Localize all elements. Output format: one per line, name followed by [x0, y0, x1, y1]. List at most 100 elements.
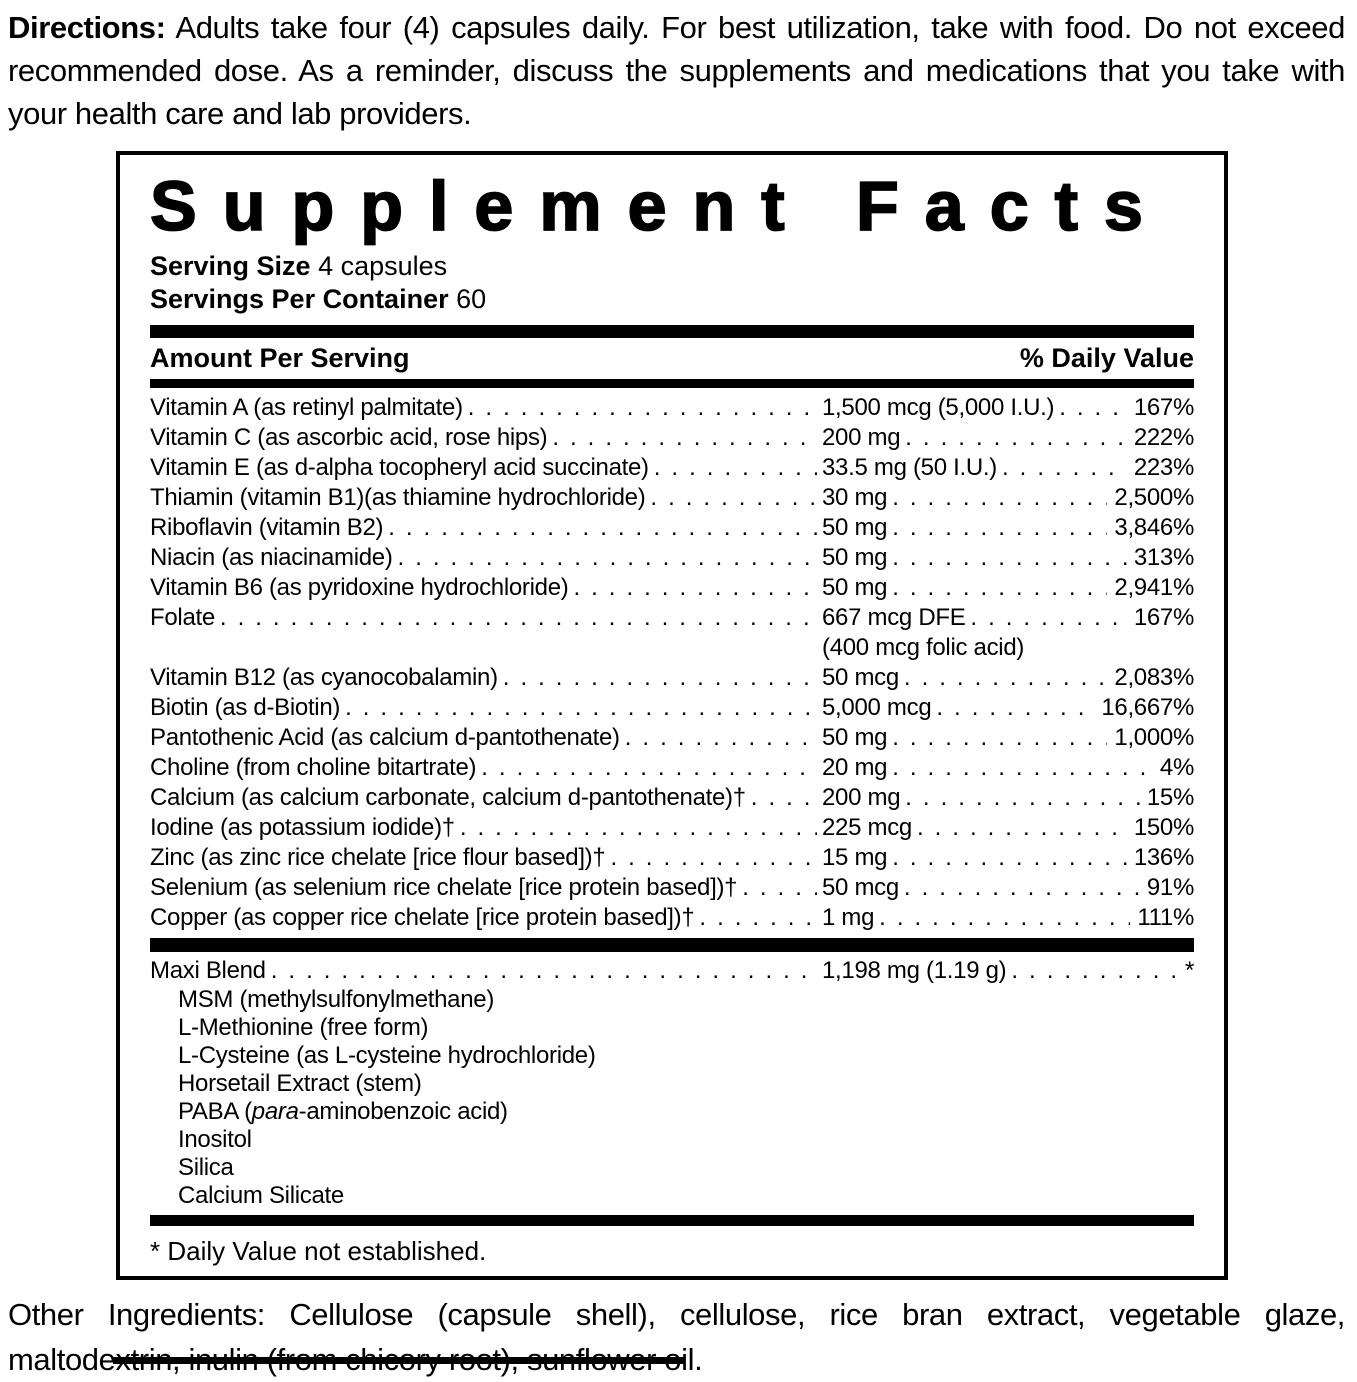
nutrient-daily-value: 313% — [1133, 544, 1194, 571]
other-ingredients-paragraph: Other Ingredients: Cellulose (capsule sh… — [8, 1292, 1345, 1382]
nutrient-amount: 1,198 mg (1.19 g) — [822, 957, 1007, 984]
blend-ingredient: Horsetail Extract (stem) — [178, 1070, 422, 1097]
nutrient-amount: 667 mcg DFE — [822, 604, 966, 631]
nutrient-name: Biotin (as d-Biotin) — [150, 694, 341, 721]
dot-leader — [904, 663, 1107, 693]
nutrient-value-cell: (400 mcg folic acid) — [822, 633, 1194, 663]
nutrient-daily-value: 2,500% — [1114, 484, 1194, 511]
nutrient-name-cell: Niacin (as niacinamide) — [150, 543, 822, 573]
nutrient-daily-value: 167% — [1133, 394, 1194, 421]
nutrient-daily-value: 1,000% — [1114, 724, 1194, 751]
servings-per-container-line: Servings Per Container 60 — [150, 283, 1194, 316]
nutrient-row: Choline (from choline bitartrate) 20 mg 4… — [150, 753, 1194, 783]
nutrient-name-cell: Vitamin A (as retinyl palmitate) — [150, 393, 822, 423]
nutrient-value-cell: 200 mg 222% — [822, 423, 1194, 453]
column-headers: Amount Per Serving % Daily Value — [150, 338, 1194, 379]
dot-leader — [879, 903, 1130, 933]
cropped-bottom-bar — [113, 1357, 685, 1364]
dot-leader — [905, 783, 1140, 813]
nutrient-subrow: (400 mcg folic acid) — [150, 633, 1194, 663]
nutrient-name-cell: Biotin (as d-Biotin) — [150, 693, 822, 723]
dot-leader — [699, 903, 817, 933]
nutrient-row: Maxi Blend 1,198 mg (1.19 g) * — [150, 956, 1194, 986]
nutrient-name: Vitamin C (as ascorbic acid, rose hips) — [150, 424, 548, 451]
nutrient-amount: 50 mg — [822, 574, 888, 601]
nutrient-value-cell: 200 mg 15% — [822, 783, 1194, 813]
nutrient-value-cell: 50 mg 3,846% — [822, 513, 1194, 543]
nutrient-row: Vitamin E (as d-alpha tocopheryl acid su… — [150, 453, 1194, 483]
dot-leader — [1059, 393, 1127, 423]
nutrient-name-cell: Pantothenic Acid (as calcium d-pantothen… — [150, 723, 822, 753]
dot-leader — [892, 513, 1107, 543]
nutrient-row: Thiamin (vitamin B1)(as thiamine hydroch… — [150, 483, 1194, 513]
dot-leader — [905, 423, 1127, 453]
nutrient-name-cell: Copper (as copper rice chelate [rice pro… — [150, 903, 822, 933]
dot-leader — [936, 693, 1094, 723]
directions-label: Directions: — [8, 10, 166, 45]
nutrient-name-cell: Vitamin B6 (as pyridoxine hydrochloride) — [150, 573, 822, 603]
nutrient-name-cell: Vitamin B12 (as cyanocobalamin) — [150, 663, 822, 693]
dot-leader — [610, 843, 817, 873]
nutrient-name: Pantothenic Acid (as calcium d-pantothen… — [150, 724, 620, 751]
dot-leader — [742, 873, 817, 903]
nutrient-name: Thiamin (vitamin B1)(as thiamine hydroch… — [150, 484, 646, 511]
italic-term: para — [251, 1098, 299, 1125]
nutrient-daily-value: 150% — [1133, 814, 1194, 841]
blend-ingredient: MSM (methylsulfonylmethane) — [178, 986, 495, 1013]
dot-leader — [573, 573, 817, 603]
dot-leader — [892, 843, 1127, 873]
nutrient-amount: 5,000 mcg — [822, 694, 932, 721]
dot-leader — [468, 393, 817, 423]
serving-info: Serving Size 4 capsules Servings Per Con… — [150, 250, 1194, 316]
nutrient-amount: 225 mcg — [822, 814, 912, 841]
dot-leader — [654, 453, 817, 483]
other-ingredients-label: Other Ingredients: — [8, 1297, 266, 1332]
nutrient-value-cell: 50 mg 313% — [822, 543, 1194, 573]
nutrient-name: Selenium (as selenium rice chelate [rice… — [150, 874, 738, 901]
nutrient-row: Niacin (as niacinamide) 50 mg 313% — [150, 543, 1194, 573]
nutrient-value-cell: 50 mg 1,000% — [822, 723, 1194, 753]
nutrient-row: Vitamin B12 (as cyanocobalamin) 50 mcg 2,… — [150, 663, 1194, 693]
blend-section: Maxi Blend 1,198 mg (1.19 g) * MSM (methy… — [150, 956, 1194, 1210]
blend-ingredient: Silica — [178, 1154, 234, 1181]
nutrient-value-cell: 1 mg 111% — [822, 903, 1194, 933]
servings-per-container-value: 60 — [456, 284, 487, 314]
nutrient-name: Vitamin E (as d-alpha tocopheryl acid su… — [150, 454, 649, 481]
separator-bar-thick — [150, 938, 1194, 952]
blend-ingredient: Inositol — [178, 1126, 252, 1153]
supplement-facts-title: Supplement Facts — [149, 167, 1169, 245]
nutrient-daily-value: 136% — [1133, 844, 1194, 871]
nutrient-row: Zinc (as zinc rice chelate [rice flour b… — [150, 843, 1194, 873]
nutrient-daily-value: 223% — [1133, 454, 1194, 481]
nutrient-name-cell: Folate — [150, 603, 822, 633]
nutrient-value-cell: 50 mcg 2,083% — [822, 663, 1194, 693]
nutrient-amount: 30 mg — [822, 484, 888, 511]
dot-leader — [1002, 453, 1127, 483]
dot-leader — [503, 663, 817, 693]
dot-leader — [481, 753, 817, 783]
directions-paragraph: Directions: Adults take four (4) capsule… — [8, 6, 1345, 135]
nutrient-amount: 15 mg — [822, 844, 888, 871]
dot-leader — [271, 956, 817, 986]
nutrient-name-cell: Zinc (as zinc rice chelate [rice flour b… — [150, 843, 822, 873]
nutrient-name-cell: Thiamin (vitamin B1)(as thiamine hydroch… — [150, 483, 822, 513]
nutrient-name-cell — [150, 633, 822, 663]
nutrient-value-cell: 225 mcg 150% — [822, 813, 1194, 843]
nutrient-row: Vitamin A (as retinyl palmitate) 1,500 m… — [150, 393, 1194, 423]
nutrient-value-cell: 15 mg 136% — [822, 843, 1194, 873]
nutrient-name-cell: Choline (from choline bitartrate) — [150, 753, 822, 783]
dot-leader — [345, 693, 817, 723]
nutrient-value-cell: 1,500 mcg (5,000 I.U.) 167% — [822, 393, 1194, 423]
dot-leader — [460, 813, 817, 843]
separator-bar-thin — [150, 379, 1194, 388]
nutrient-row: Pantothenic Acid (as calcium d-pantothen… — [150, 723, 1194, 753]
nutrient-amount: 50 mcg — [822, 664, 899, 691]
dot-leader — [892, 483, 1107, 513]
nutrient-value-cell: 50 mg 2,941% — [822, 573, 1194, 603]
nutrient-amount: 200 mg — [822, 424, 901, 451]
nutrient-daily-value: 111% — [1137, 904, 1194, 931]
dot-leader — [650, 483, 817, 513]
nutrient-row: Calcium (as calcium carbonate, calcium d… — [150, 783, 1194, 813]
nutrient-row: Selenium (as selenium rice chelate [rice… — [150, 873, 1194, 903]
blend-ingredient: Calcium Silicate — [178, 1182, 344, 1209]
